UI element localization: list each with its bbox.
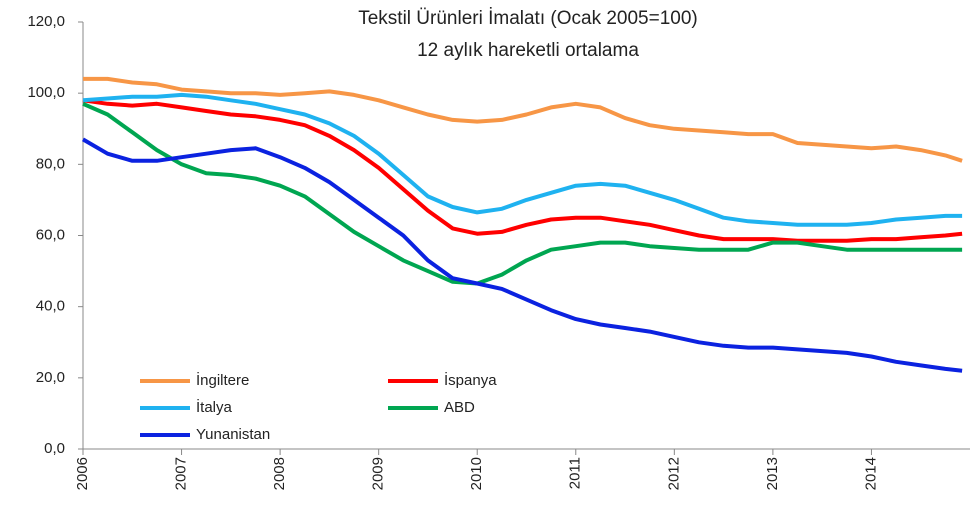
x-tick-label: 2010 bbox=[468, 457, 485, 490]
series-line bbox=[81, 137, 963, 373]
x-tick-label: 2007 bbox=[173, 457, 190, 490]
y-tick-label: 120,0 bbox=[27, 13, 65, 30]
x-tick-label: 2012 bbox=[665, 457, 682, 490]
chart-subtitle: 12 aylık hareketli ortalama bbox=[417, 40, 639, 61]
chart-title: Tekstil Ürünleri İmalatı (Ocak 2005=100) bbox=[358, 8, 698, 29]
y-tick-label: 100,0 bbox=[27, 84, 65, 101]
x-tick-label: 2011 bbox=[567, 457, 584, 489]
x-tick-label: 2014 bbox=[862, 457, 879, 490]
series-line bbox=[82, 101, 963, 286]
x-tick-label: 2008 bbox=[271, 457, 288, 490]
legend-label: İngiltere bbox=[196, 371, 249, 389]
y-tick-label: 0,0 bbox=[44, 440, 65, 457]
series-line bbox=[82, 98, 963, 243]
legend-label: Yunanistan bbox=[196, 426, 270, 443]
x-tick-label: 2013 bbox=[764, 457, 781, 490]
series-line bbox=[82, 92, 963, 227]
legend-label: İspanya bbox=[444, 371, 497, 389]
legend-label: İtalya bbox=[196, 398, 233, 416]
x-tick-label: 2009 bbox=[370, 457, 387, 490]
series-line bbox=[83, 76, 963, 163]
legend-label: ABD bbox=[444, 399, 475, 416]
y-tick-label: 60,0 bbox=[36, 226, 65, 243]
x-tick-label: 2006 bbox=[74, 457, 91, 490]
y-tick-label: 20,0 bbox=[36, 369, 65, 386]
y-tick-label: 80,0 bbox=[36, 155, 65, 172]
y-tick-label: 40,0 bbox=[36, 298, 65, 315]
